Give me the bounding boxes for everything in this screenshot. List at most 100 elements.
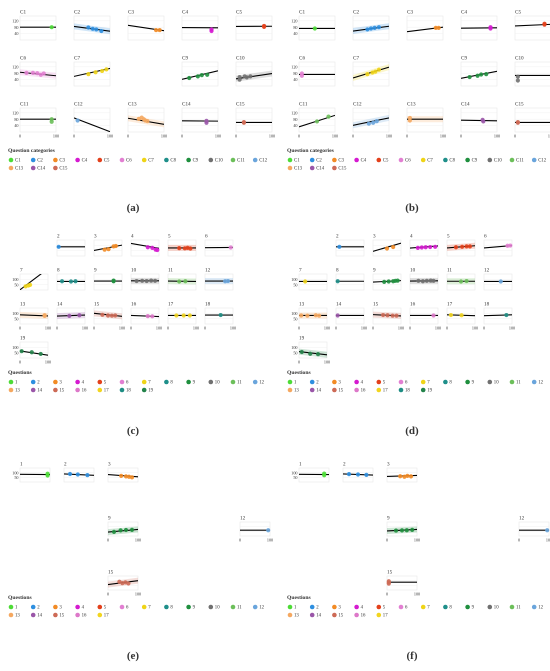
data-point [390, 313, 395, 318]
data-point [365, 72, 370, 77]
legend-label: C7 [148, 159, 154, 164]
legend-label: C4 [82, 159, 88, 164]
legend-label: C2 [316, 159, 322, 164]
x-tick-label: 100 [215, 134, 221, 139]
data-point [415, 245, 420, 250]
data-point [376, 67, 382, 72]
legend-marker [465, 157, 470, 163]
legend-item-2: 2 [30, 604, 40, 611]
legend-item-C13: C13 [287, 165, 303, 172]
section-title: Question categories [8, 148, 56, 154]
subplot-title: C3 [407, 10, 413, 16]
legend-item-16: 16 [75, 387, 87, 394]
legend-label: 19 [427, 389, 432, 394]
data-point [368, 26, 374, 31]
x-tick-label: 100 [45, 326, 51, 331]
x-tick-label: 100 [435, 326, 441, 331]
legend-marker [230, 157, 236, 163]
data-point [56, 244, 61, 249]
legend-marker [376, 612, 382, 618]
legend-marker [186, 157, 191, 163]
subplot-title: C9 [182, 56, 188, 62]
legend-marker [376, 387, 382, 393]
subplot-a-C3: C3 [127, 10, 165, 41]
data-point [145, 245, 150, 250]
subplot-e-15: 15 0 100 [107, 570, 141, 597]
data-point [99, 68, 105, 74]
legend-item-9: 9 [465, 604, 475, 611]
section-title: Questions [287, 595, 311, 601]
legend-item-C5: C5 [97, 157, 110, 164]
data-point [467, 74, 472, 80]
legend-item-4: 4 [354, 604, 364, 611]
legend-label: 17 [383, 389, 388, 394]
data-point [129, 527, 135, 532]
legend-label: 17 [104, 614, 109, 619]
data-point [322, 471, 327, 476]
legend-label: C13 [15, 167, 24, 172]
data-point [394, 313, 399, 318]
subplot-c-11: 11 [167, 268, 197, 291]
x-tick-label: 0 [19, 134, 21, 139]
subplot-a-C14: C14 0 100 [181, 102, 221, 139]
x-tick-label: 100 [546, 538, 550, 543]
data-point [515, 119, 520, 125]
subplot-frame [335, 239, 365, 257]
y-tick-label: 120 [291, 110, 297, 115]
x-tick-label: 0 [19, 326, 21, 331]
legend-item-6: 6 [398, 379, 408, 386]
data-point [299, 313, 304, 318]
legend-marker [230, 604, 236, 610]
legend-marker [287, 165, 293, 171]
legend-marker [332, 387, 337, 393]
data-point [73, 279, 78, 284]
subplot-frame [167, 273, 197, 291]
legend-label: 11 [237, 381, 242, 386]
legend-item-19: 19 [420, 387, 433, 394]
subplot-title: 16 [410, 302, 416, 308]
legend-label: 8 [170, 381, 173, 386]
data-point [313, 313, 318, 318]
data-point [459, 313, 464, 318]
data-point [480, 117, 485, 122]
x-tick-label: 100 [440, 134, 446, 139]
subplot-title: 7 [20, 268, 23, 274]
subplot-frame [19, 307, 49, 325]
legend-marker [8, 387, 14, 393]
data-point [299, 71, 304, 76]
subplot-a-C15: C15 0 100 [235, 102, 275, 139]
data-point [266, 528, 271, 533]
subplot-title: C7 [353, 56, 359, 62]
subplot-d-8: 8 [335, 268, 365, 291]
legend-item-2: 2 [309, 379, 319, 386]
y-tick-label: 40 [14, 77, 18, 82]
legend-marker [509, 604, 515, 610]
subplot-d-9: 9 [372, 268, 402, 291]
y-tick-label: 100 [12, 277, 18, 282]
legend-item-17: 17 [376, 612, 388, 619]
subplot-title: C11 [299, 102, 308, 108]
x-tick-label: 100 [548, 134, 550, 139]
section-title: Questions [8, 370, 32, 376]
data-point [508, 243, 513, 248]
legend-item-C12: C12 [531, 157, 547, 164]
legend-item-C15: C15 [53, 165, 68, 172]
legend-label: 13 [294, 614, 299, 619]
legend-item-1: 1 [287, 379, 297, 386]
data-point [195, 74, 200, 79]
legend-label: 13 [294, 389, 299, 394]
legend-label: 1 [15, 606, 18, 611]
subplot-d-11: 11 [446, 268, 476, 291]
legend-marker [443, 379, 448, 385]
subplot-title: C5 [236, 10, 242, 16]
x-tick-label: 100 [332, 134, 338, 139]
legend-marker [30, 157, 36, 163]
subplot-b-C15: C15 0 100 [514, 102, 550, 139]
data-point [385, 313, 390, 318]
subplot-frame [19, 467, 51, 483]
legend-marker [230, 379, 236, 385]
legend-label: 18 [405, 389, 410, 394]
